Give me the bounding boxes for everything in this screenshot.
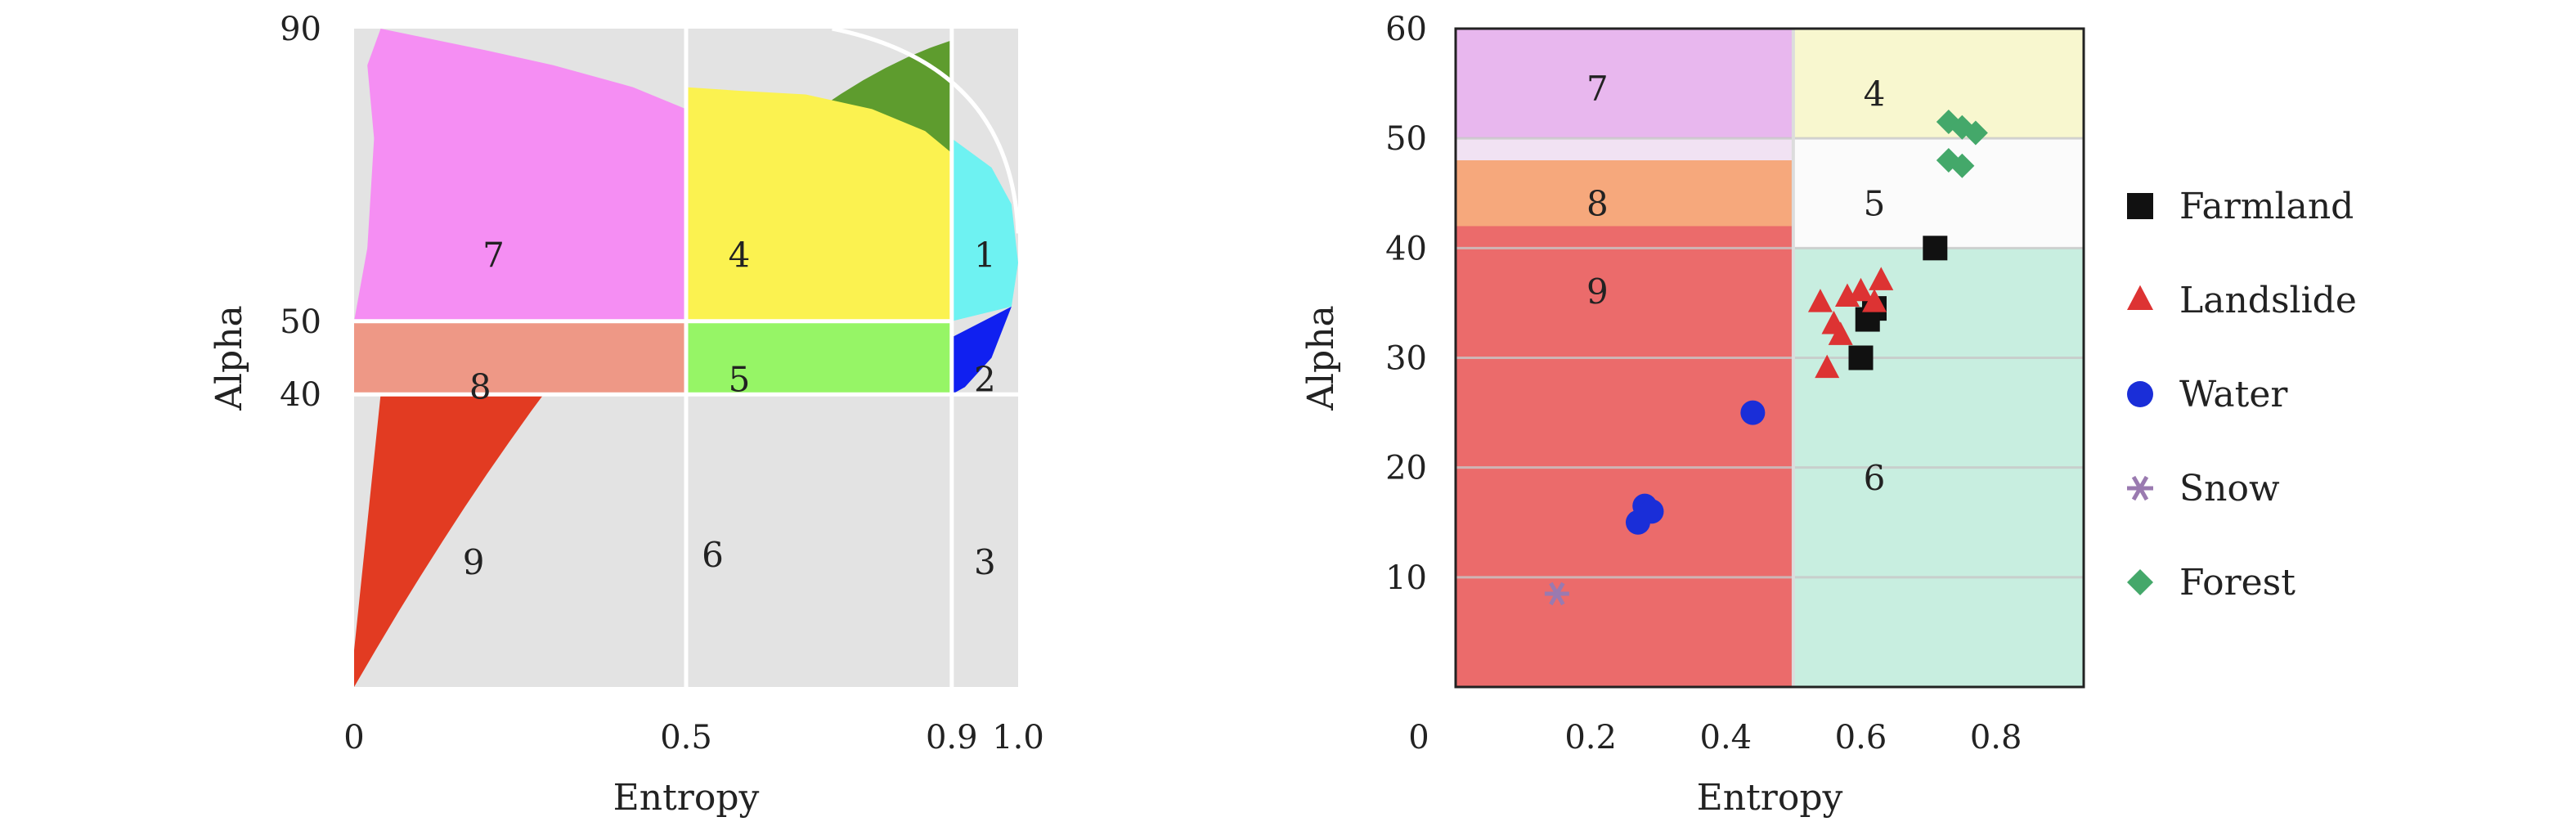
- region-label-4: 4: [1864, 74, 1886, 114]
- zone-label-6: 6: [702, 535, 724, 575]
- legend-marker-forest: [2127, 569, 2153, 595]
- y-tick-label: 40: [280, 376, 321, 414]
- y-axis-label: Alpha: [1300, 305, 1342, 411]
- x-tick-label: 0.6: [1835, 719, 1887, 756]
- y-tick-label: 90: [280, 11, 321, 48]
- legend-label-landslide: Landslide: [2179, 280, 2357, 321]
- forest-point: [1950, 153, 1975, 178]
- x-tick-label: 0: [343, 719, 364, 756]
- zone-label-9: 9: [463, 542, 485, 582]
- star-stroke: [2131, 475, 2149, 501]
- zone-label-2: 2: [974, 359, 996, 399]
- legend-marker-snow: [2127, 475, 2153, 501]
- zone-7-area: [354, 29, 686, 321]
- landslide-point: [1815, 354, 1840, 379]
- water-point: [1625, 510, 1650, 535]
- y-axis-label: Alpha: [209, 305, 250, 411]
- boundary-arc: [832, 26, 1021, 234]
- farmland-point: [1848, 345, 1874, 370]
- zone-label-5: 5: [729, 359, 751, 399]
- x-tick-label: 0.2: [1564, 719, 1617, 756]
- legend: Farmland Landslide Water Snow Forest: [2127, 186, 2357, 604]
- region-7: [1456, 29, 1793, 139]
- plot-frame: [1454, 27, 2085, 689]
- y-tick-label: 10: [1385, 559, 1427, 597]
- landslide-point: [1848, 277, 1874, 302]
- legend-label-forest: Forest: [2179, 562, 2296, 604]
- zone-label-8: 8: [469, 366, 491, 406]
- region-gap: [1456, 138, 1793, 160]
- landslide-point: [1828, 321, 1853, 345]
- y-tick-label: 30: [1385, 340, 1427, 378]
- zone-label-7: 7: [482, 235, 505, 275]
- region-label-5: 5: [1864, 184, 1886, 224]
- y-tick-label: 40: [1385, 230, 1427, 267]
- legend-marker-farmland: [2127, 193, 2153, 219]
- region-label-9: 9: [1586, 272, 1609, 312]
- zone-2-area: [951, 306, 1012, 395]
- x-tick-label: 0: [1408, 719, 1429, 756]
- landslide-point: [1807, 289, 1833, 312]
- x-tick-label: 0.8: [1970, 719, 2022, 756]
- y-tick-label: 20: [1385, 450, 1427, 487]
- zone-label-4: 4: [729, 235, 751, 275]
- region-8: [1456, 160, 1793, 227]
- legend-label-water: Water: [2179, 374, 2288, 415]
- farmland-point: [1923, 236, 1948, 261]
- star-stroke: [1549, 581, 1565, 606]
- zone-label-1: 1: [974, 235, 996, 275]
- x-axis-label: Entropy: [613, 777, 760, 819]
- zone-5-area: [686, 321, 952, 395]
- x-tick-label: 0.5: [660, 719, 712, 756]
- x-tick-label: 0.4: [1700, 719, 1752, 756]
- x-tick-label: 1.0: [992, 719, 1044, 756]
- x-tick-label: 0.9: [926, 719, 978, 756]
- landslide-point: [1862, 289, 1887, 312]
- region-label-7: 7: [1586, 69, 1609, 109]
- y-tick-label: 60: [1385, 11, 1427, 48]
- forest-point: [1963, 120, 1988, 146]
- zone-8-area: [354, 321, 686, 395]
- y-tick-label: 50: [280, 303, 321, 341]
- snow-point: [1544, 581, 1569, 606]
- region-5: [1793, 138, 2084, 249]
- legend-label-farmland: Farmland: [2179, 186, 2354, 227]
- zone-4-area: [686, 87, 952, 321]
- zone-1-area: [951, 138, 1018, 321]
- zone-label-3: 3: [974, 542, 996, 582]
- legend-marker-water: [2127, 381, 2153, 407]
- x-axis-label: Entropy: [1697, 777, 1843, 819]
- legend-label-snow: Snow: [2179, 468, 2280, 510]
- region-9: [1456, 226, 1793, 687]
- water-point: [1740, 400, 1766, 425]
- y-tick-label: 50: [1385, 120, 1427, 158]
- region-label-6: 6: [1864, 458, 1886, 498]
- legend-marker-landslide: [2127, 285, 2153, 310]
- landslide-point: [1869, 267, 1894, 290]
- region-label-8: 8: [1586, 184, 1609, 224]
